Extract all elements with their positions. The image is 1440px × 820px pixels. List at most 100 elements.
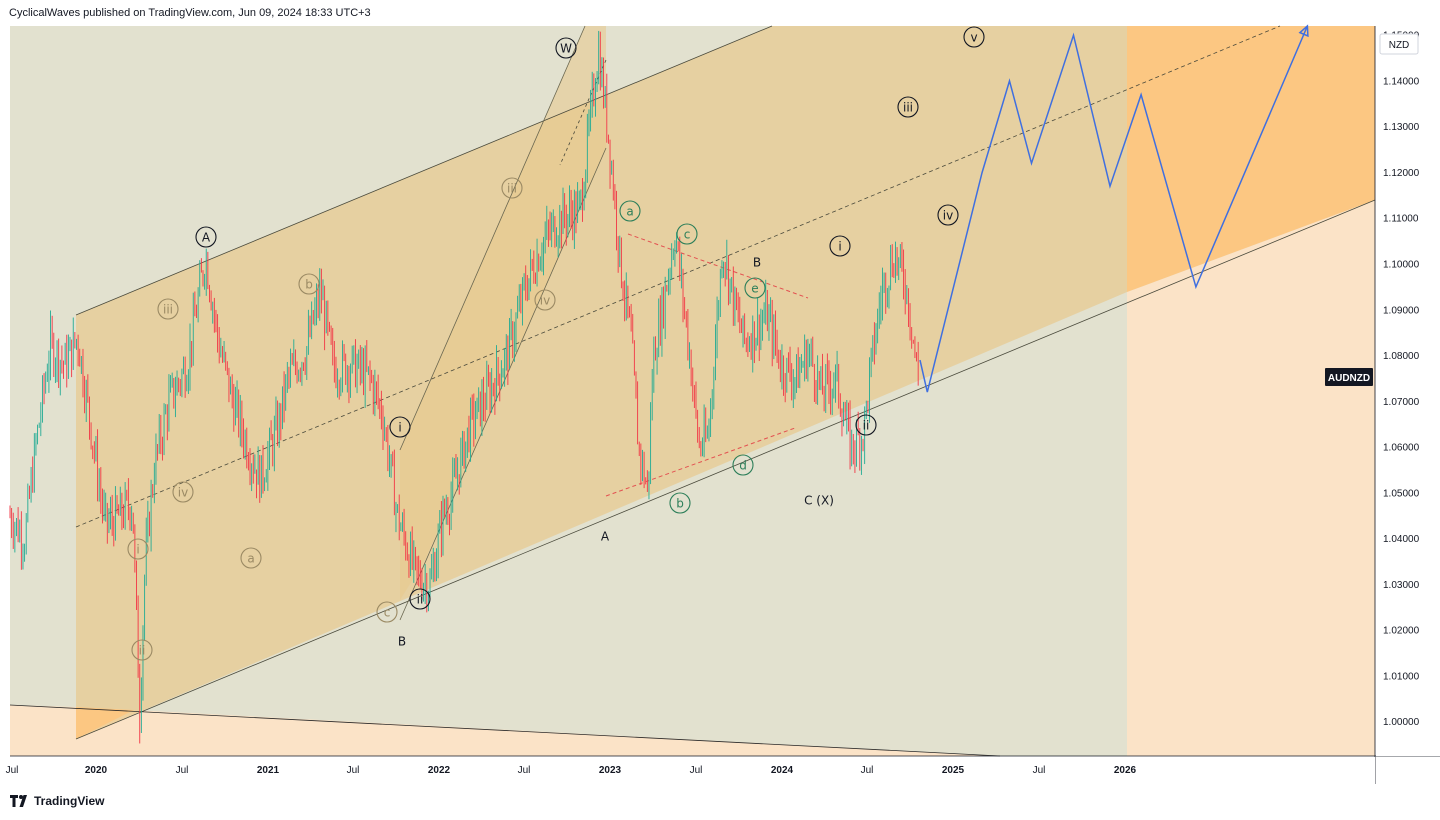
price-tick-label: 1.10000 — [1383, 259, 1420, 270]
tradingview-brand[interactable]: TradingView — [10, 794, 104, 808]
tradingview-logo-icon — [10, 795, 27, 807]
price-tick-label: 1.07000 — [1383, 397, 1420, 408]
wave-label: c — [676, 223, 698, 245]
wave-label-text: ii — [417, 593, 424, 607]
wave-label-circle — [744, 277, 766, 299]
wave-label-circle — [963, 26, 985, 48]
wave-label: C (X) — [804, 494, 834, 508]
wave-label-text: iv — [943, 209, 953, 223]
wave-label-circle — [732, 454, 754, 476]
time-tick-label: Jul — [690, 765, 703, 776]
triangle-upper-line — [627, 233, 809, 299]
price-tick-label: 1.11000 — [1383, 214, 1419, 225]
wave-label-text: iv — [540, 294, 550, 308]
wave-label-circle — [669, 492, 691, 514]
wave-label-circle — [897, 96, 919, 118]
main-channel-fill — [76, 26, 1127, 739]
price-tick-label: 1.13000 — [1383, 122, 1420, 133]
wave-label-text: B — [398, 635, 406, 649]
wave-label-text: b — [676, 497, 684, 511]
time-tick-label: 2022 — [428, 765, 451, 776]
wave-label: iv — [172, 481, 194, 503]
time-tick-label: Jul — [861, 765, 874, 776]
wave-label: A — [601, 530, 610, 544]
time-axis[interactable]: Jul 2020 Jul 2021 Jul 2022 Jul 2023 Jul 2024 Jul 20… — [6, 765, 1137, 776]
projection-path — [919, 25, 1309, 393]
time-tick-label: Jul — [6, 765, 19, 776]
wave-label-text: ii — [863, 419, 870, 433]
future-lower-fill — [1127, 200, 1375, 756]
price-tick-label: 1.06000 — [1383, 443, 1420, 454]
wave-label-circle — [829, 235, 851, 257]
brand-name: TradingView — [34, 794, 105, 808]
wave-label: b — [669, 492, 691, 514]
price-tick-label: 1.00000 — [1383, 717, 1420, 728]
price-axis-bg — [1376, 26, 1440, 756]
wave-label: e — [744, 277, 766, 299]
time-tick-label: 2025 — [942, 765, 965, 776]
wave-label-circle — [619, 200, 641, 222]
wave-label-circle — [131, 639, 153, 661]
wave-label-text: i — [838, 240, 841, 254]
wave-label: iv — [937, 204, 959, 226]
time-tick-label: 2026 — [1114, 765, 1137, 776]
wave-label: ii — [131, 639, 153, 661]
wave-label-circle — [389, 416, 411, 438]
wave-label: i — [389, 416, 411, 438]
covid-low-fill — [76, 707, 134, 739]
price-tick-label: 1.03000 — [1383, 580, 1420, 591]
wave-label: a — [240, 547, 262, 569]
time-tick-label: Jul — [518, 765, 531, 776]
price-tick-label: 1.08000 — [1383, 351, 1420, 362]
wave-label: ii — [855, 414, 877, 436]
wave-label: a — [619, 200, 641, 222]
time-tick-label: Jul — [347, 765, 360, 776]
wave-label-circle — [376, 601, 398, 623]
currency-label: NZD — [1389, 40, 1410, 51]
price-tick-label: 1.02000 — [1383, 626, 1420, 637]
wave-label: c — [376, 601, 398, 623]
wave-label-text: iv — [178, 486, 188, 500]
time-tick-label: Jul — [1033, 765, 1046, 776]
wave-label-circle — [127, 538, 149, 560]
wave-label-circle — [409, 588, 431, 610]
steep-upper-line — [399, 25, 586, 451]
wave-label-text: i — [136, 543, 139, 557]
wave-label: iii — [157, 298, 179, 320]
wave-label: B — [753, 256, 761, 270]
channel-mid-line — [75, 25, 1281, 528]
wave-label: ii — [409, 588, 431, 610]
price-tick-label: 1.01000 — [1383, 671, 1420, 682]
currency-badge[interactable]: NZD — [1379, 33, 1419, 55]
wave-label-text: B — [753, 256, 761, 270]
time-tick-label: 2021 — [257, 765, 280, 776]
wave-label: B — [398, 635, 406, 649]
wave-label-circle — [555, 37, 577, 59]
symbol-badge[interactable]: AUDNZD — [1325, 368, 1373, 386]
wave-label-text: b — [305, 278, 313, 292]
wave-label-circle — [195, 226, 217, 248]
wave-label-text: W — [560, 42, 572, 56]
wave-label-text: a — [626, 205, 633, 219]
time-axis-bg — [10, 757, 1375, 784]
price-tick-label: 1.04000 — [1383, 534, 1420, 545]
wave-label-text: iii — [163, 303, 173, 317]
wave-label-text: A — [601, 530, 610, 544]
steep-channel-fill — [400, 26, 606, 600]
channel-upper-line — [75, 25, 773, 316]
projection-arrowhead — [1298, 24, 1309, 38]
wave-label-circle — [157, 298, 179, 320]
price-tick-label: 1.09000 — [1383, 305, 1420, 316]
symbol-label: AUDNZD — [1328, 373, 1370, 384]
wave-label-circle — [937, 204, 959, 226]
time-tick-label: 2020 — [85, 765, 108, 776]
steep-lower-line — [399, 147, 607, 621]
wave-label-text: a — [247, 552, 254, 566]
wave-label: iii — [897, 96, 919, 118]
wave-label-circle — [298, 273, 320, 295]
price-axis[interactable]: 1.150001.140001.130001.120001.110001.100… — [1383, 31, 1420, 729]
wave-label: b — [298, 273, 320, 295]
wave-label-text: C (X) — [804, 494, 834, 508]
